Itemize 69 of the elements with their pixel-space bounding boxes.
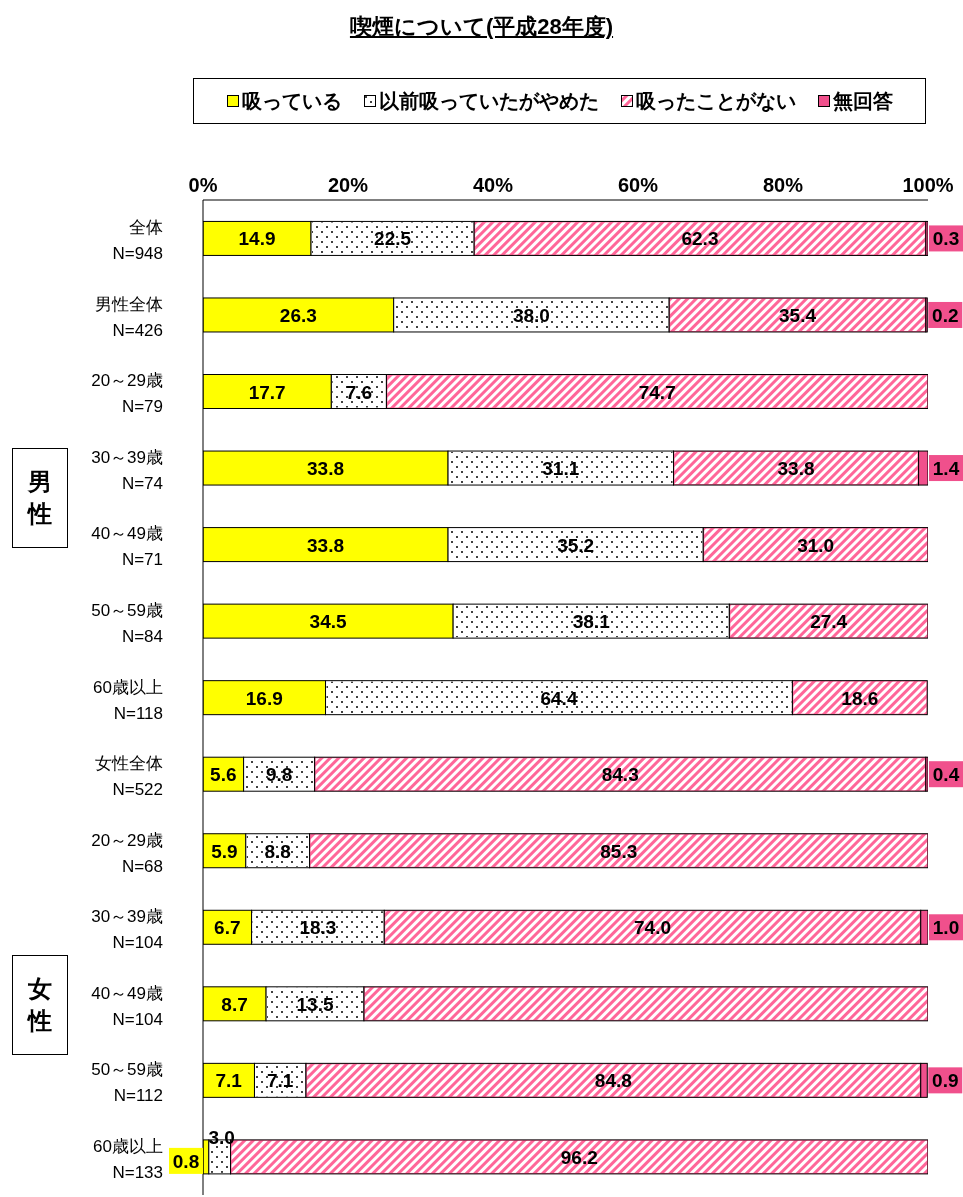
data-label: 0.2 (932, 304, 959, 326)
y-tick-label: 20～29歳 N=79 (91, 371, 163, 417)
data-label: 31.1 (542, 458, 580, 480)
data-label: 35.4 (779, 304, 817, 326)
data-label: 22.5 (374, 228, 412, 250)
x-tick-label: 40% (472, 174, 514, 196)
data-label: 5.9 (211, 840, 238, 862)
data-label: 1.0 (932, 917, 960, 939)
data-label: 33.8 (307, 458, 345, 480)
data-label: 13.5 (296, 993, 334, 1015)
y-tick-label: 30～39歳 N=104 (91, 907, 163, 953)
text: 男性 (28, 467, 52, 529)
data-label: 35.2 (557, 534, 595, 556)
data-label: 8.8 (264, 840, 291, 862)
data-label: 18.3 (299, 917, 337, 939)
data-label: 84.3 (601, 764, 639, 786)
data-label: 0.8 (172, 1150, 200, 1172)
y-tick-label: 男性全体 N=426 (95, 294, 163, 340)
data-label: 1.4 (932, 458, 960, 480)
data-label: 74.7 (638, 381, 676, 403)
data-label: 27.4 (810, 611, 848, 633)
data-label: 31.0 (797, 534, 835, 556)
data-label: 26.3 (279, 304, 317, 326)
data-label: 85.3 (600, 840, 638, 862)
y-tick-label: 20～29歳 N=68 (91, 830, 163, 876)
data-label: 7.1 (215, 1070, 243, 1092)
data-label: 34.5 (309, 611, 347, 633)
data-label: 7.1 (267, 1070, 294, 1092)
data-label: 33.8 (777, 458, 815, 480)
data-label: 7.6 (345, 381, 373, 403)
data-label: 8.7 (221, 993, 248, 1015)
legend-label: 吸ったことがない (634, 88, 796, 114)
y-tick-label: 女性全体 N=522 (95, 754, 163, 800)
legend-label: 吸っている (240, 88, 342, 114)
y-tick-label: 50～59歳 N=112 (91, 1060, 163, 1106)
x-tick-label: 20% (327, 174, 369, 196)
data-label: 16.9 (245, 687, 283, 709)
data-label: 96.2 (560, 1146, 598, 1168)
data-label: 38.0 (512, 304, 550, 326)
legend-label: 以前吸っていたがやめた (377, 88, 599, 114)
data-label: 62.3 (681, 228, 719, 250)
data-label: 74.0 (634, 917, 671, 939)
data-label: 84.8 (594, 1070, 632, 1092)
data-label: 0.4 (932, 764, 960, 786)
data-label: 6.7 (214, 917, 241, 939)
data-label: 5.6 (210, 764, 237, 786)
data-label: 33.8 (307, 534, 345, 556)
y-tick-label: 40～49歳 N=104 (91, 983, 163, 1029)
x-tick-label: 100% (902, 174, 954, 196)
data-label: 14.9 (238, 228, 276, 250)
data-label: 0.9 (932, 1070, 959, 1092)
text: 女性 (28, 974, 52, 1036)
y-tick-label: 40～49歳 N=71 (91, 524, 163, 570)
y-tick-label: 50～59歳 N=84 (91, 600, 163, 646)
y-tick-label: 全体 N=948 (112, 218, 163, 264)
data-label: 0.3 (932, 228, 960, 250)
data-label: 17.7 (248, 381, 286, 403)
data-label: 64.4 (540, 687, 578, 709)
x-tick-label: 0% (188, 174, 218, 196)
y-tick-label: 60歳以上 N=118 (93, 677, 163, 723)
x-tick-label: 60% (617, 174, 659, 196)
legend-label: 無回答 (831, 88, 893, 114)
data-label: 38.1 (572, 611, 611, 633)
data-label: 9.8 (265, 764, 293, 786)
y-tick-label: 30～39歳 N=74 (91, 447, 163, 493)
y-tick-label: 60歳以上 N=133 (93, 1136, 163, 1182)
data-label: 18.6 (841, 687, 879, 709)
chart-title: 喫煙について(平成28年度) (348, 13, 615, 41)
x-tick-label: 80% (762, 174, 804, 196)
